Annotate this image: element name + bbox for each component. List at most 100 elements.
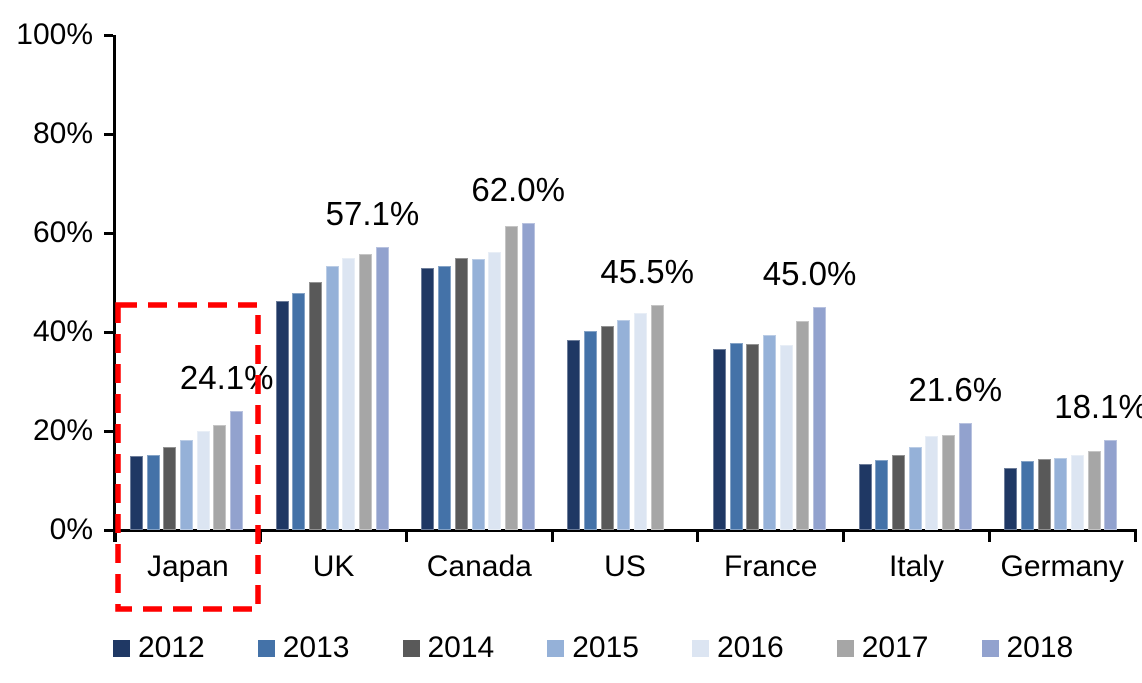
legend-label-2018: 2018: [1006, 631, 1074, 664]
legend-swatch-2015: [547, 639, 565, 657]
y-tick-mark: [104, 429, 113, 433]
bar-canada-2017: [504, 226, 518, 530]
legend-item-2016: 2016: [692, 631, 784, 665]
legend-swatch-2013: [257, 639, 275, 657]
bar-uk-2012: [275, 300, 289, 530]
legend-label-2017: 2017: [861, 631, 929, 664]
category-label-france: France: [724, 550, 818, 583]
bar-group-italy: 21.6%: [844, 35, 1002, 530]
bar-france-2015: [762, 335, 776, 530]
bar-germany-2014: [1037, 459, 1051, 530]
x-tick-mark: [113, 532, 117, 542]
bar-france-2014: [746, 343, 760, 530]
bar-us-2015: [617, 320, 631, 530]
bar-japan-2017: [213, 425, 227, 530]
legend-swatch-2016: [692, 639, 709, 657]
x-tick-mark: [550, 532, 554, 542]
y-tick-label: 40%: [32, 315, 93, 348]
bar-japan-2012: [130, 456, 143, 530]
bar-canada-2012: [421, 267, 435, 530]
x-tick-mark: [987, 532, 991, 542]
x-axis-category-labels: Japan UK Canada US France Italy Germany: [115, 550, 1135, 584]
bar-us-2014: [600, 325, 614, 530]
category-label-japan: Japan: [146, 550, 229, 583]
bar-canada-2018: [521, 223, 535, 530]
data-label-france: 45.0%: [762, 255, 857, 293]
bar-japan-2014: [163, 446, 177, 530]
bar-us-2016: [633, 313, 647, 530]
bar-group-uk: 57.1%: [261, 35, 419, 530]
legend-item-2014: 2014: [402, 631, 495, 665]
legend-swatch-2018: [981, 639, 999, 657]
legend-swatch-2014: [402, 639, 420, 657]
bar-uk-2016: [342, 257, 356, 530]
bar-us-2013: [583, 330, 597, 530]
bar-germany-2012: [1004, 468, 1018, 530]
bar-group-japan: 24.1%: [115, 35, 273, 530]
data-label-germany: 18.1%: [1054, 388, 1142, 426]
legend-item-2012: 2012: [113, 631, 205, 665]
category-label-germany: Germany: [1000, 550, 1124, 583]
x-tick-mark: [842, 532, 846, 542]
legend-item-2017: 2017: [836, 631, 929, 665]
category-label-italy: Italy: [888, 550, 944, 583]
bar-japan-2016: [196, 431, 210, 530]
bar-japan-2015: [180, 439, 194, 530]
data-label-japan: 24.1%: [179, 358, 274, 396]
category-label-uk: UK: [312, 550, 355, 583]
bar-uk-2017: [359, 253, 373, 530]
bar-group-us: 45.5%: [552, 35, 698, 530]
bar-italy-2014: [891, 454, 905, 530]
bar-group-france: 45.0%: [698, 35, 856, 530]
plot-area: 24.1% 57.1% 62.0% 45.5% 45.0% 21.6% 18.1%: [115, 35, 1142, 530]
bar-uk-2014: [309, 282, 323, 530]
bar-uk-2015: [325, 266, 339, 530]
x-tick-mark: [696, 532, 700, 542]
legend: 2012 2013 2014 2015 2016 2017 2018: [113, 631, 1073, 665]
y-tick-label: 20%: [32, 414, 93, 447]
legend-label-2014: 2014: [427, 631, 495, 664]
bar-france-2017: [796, 320, 810, 530]
legend-swatch-2017: [836, 639, 854, 657]
bar-japan-2013: [146, 455, 160, 530]
x-tick-mark: [1133, 532, 1137, 542]
legend-swatch-2012: [113, 639, 130, 657]
legend-label-2016: 2016: [717, 631, 784, 664]
bar-france-2013: [729, 343, 743, 530]
bar-groups: 24.1% 57.1% 62.0% 45.5% 45.0% 21.6% 18.1%: [115, 35, 1142, 530]
x-axis-line: [113, 529, 1137, 532]
legend-label-2012: 2012: [138, 631, 205, 664]
legend-item-2015: 2015: [547, 631, 639, 665]
y-axis-line: [113, 35, 116, 542]
bar-canada-2016: [488, 251, 502, 530]
data-label-canada: 62.0%: [471, 171, 565, 209]
bar-germany-2017: [1087, 451, 1101, 530]
y-tick-mark: [104, 33, 113, 37]
y-tick-label: 80%: [32, 117, 93, 150]
bar-us-2017: [650, 304, 664, 530]
bar-group-germany: 18.1%: [989, 35, 1142, 530]
bar-uk-2013: [292, 292, 306, 530]
bar-canada-2013: [438, 265, 452, 530]
y-tick-label: 100%: [16, 18, 93, 51]
bar-italy-2017: [942, 435, 956, 530]
x-tick-mark: [259, 532, 263, 542]
y-tick-mark: [104, 132, 113, 136]
data-label-us: 45.5%: [600, 252, 694, 290]
bar-germany-2016: [1071, 454, 1085, 530]
y-tick-mark: [104, 231, 113, 235]
y-tick-label: 0%: [49, 513, 93, 546]
bar-canada-2014: [454, 257, 468, 530]
data-label-italy: 21.6%: [908, 371, 1003, 409]
bar-uk-2018: [375, 247, 389, 530]
legend-label-2015: 2015: [572, 631, 639, 664]
y-tick-mark: [104, 330, 113, 334]
bar-france-2016: [779, 344, 793, 530]
legend-item-2018: 2018: [981, 631, 1074, 665]
category-label-canada: Canada: [426, 550, 532, 583]
bar-us-2012: [567, 339, 581, 530]
bar-japan-2018: [230, 410, 244, 530]
category-label-us: US: [604, 550, 646, 583]
y-tick-label: 60%: [32, 216, 93, 249]
